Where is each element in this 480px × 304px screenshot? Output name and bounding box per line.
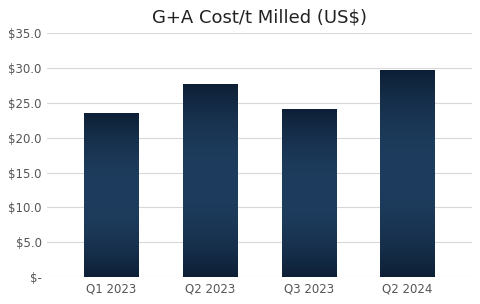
Title: G+A Cost/t Milled (US$): G+A Cost/t Milled (US$) xyxy=(152,8,367,26)
